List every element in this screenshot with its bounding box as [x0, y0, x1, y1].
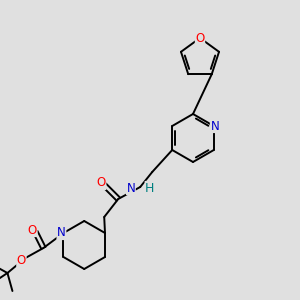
Text: N: N	[57, 226, 66, 239]
Text: O: O	[97, 176, 106, 190]
Text: O: O	[17, 254, 26, 266]
Text: N: N	[210, 119, 219, 133]
Text: O: O	[28, 224, 37, 236]
Text: O: O	[195, 32, 205, 44]
Text: H: H	[145, 182, 154, 194]
Text: N: N	[127, 182, 135, 194]
